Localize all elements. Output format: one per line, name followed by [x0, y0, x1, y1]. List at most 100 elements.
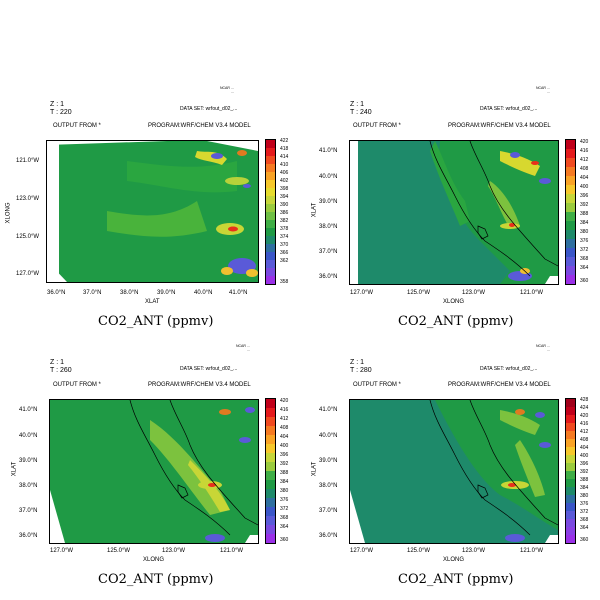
map-plot	[46, 140, 259, 283]
colorbar-label: 420	[580, 139, 589, 145]
colorbar-label: 380	[280, 488, 289, 494]
colorbar-label: 420	[580, 413, 589, 419]
y-tick: 36.0°N	[319, 274, 338, 280]
data-set-label: DATA SET: wrfout_d02_...	[480, 366, 538, 372]
y-tick: 37.0°N	[319, 508, 338, 514]
colorbar-label: 368	[580, 256, 589, 262]
x-tick: 125.0°W	[107, 548, 131, 554]
colorbar-label: 428	[580, 397, 589, 403]
t-label: T : 260	[50, 367, 72, 374]
colorbar-label: 424	[580, 405, 589, 411]
output-from-label: OUTPUT FROM *	[353, 123, 401, 129]
colorbar-label: 384	[580, 485, 589, 491]
y-axis-label: XLAT	[311, 202, 318, 218]
y-tick: 38.0°N	[19, 483, 38, 489]
x-tick: 38.0°N	[120, 290, 139, 296]
colorbar-label: 382	[280, 218, 289, 224]
data-set-label: DATA SET: wrfout_d02_...	[180, 106, 238, 112]
x-axis-label: XLAT	[145, 299, 160, 305]
colorbar	[565, 139, 576, 285]
y-tick: 41.0°N	[319, 407, 338, 413]
output-from-label: OUTPUT FROM *	[353, 382, 401, 388]
y-tick: 36.0°N	[19, 533, 38, 539]
map-plot	[349, 140, 559, 285]
y-axis-label: XLAT	[11, 461, 18, 477]
z-label: Z : 1	[50, 101, 65, 108]
colorbar-label: 396	[580, 461, 589, 467]
y-tick: 39.0°N	[19, 458, 38, 464]
colorbar-label: 384	[280, 479, 289, 485]
y-tick: 127.0°W	[16, 271, 40, 277]
z-label: Z : 1	[350, 359, 365, 366]
colorbar-label: 388	[280, 470, 289, 476]
colorbar-label: 402	[280, 178, 289, 184]
x-tick: 40.0°N	[194, 290, 213, 296]
y-tick: 40.0°N	[19, 433, 38, 439]
colorbar-label: 358	[280, 279, 289, 285]
map-plot	[349, 399, 559, 544]
colorbar-label: 370	[280, 242, 289, 248]
panel-title: CO2_ANT (ppmv)	[98, 572, 214, 587]
colorbar-label: 398	[280, 186, 289, 192]
colorbar-label: 386	[280, 210, 289, 216]
x-tick: 39.0°N	[157, 290, 176, 296]
colorbar-label: 404	[580, 175, 589, 181]
colorbar-label: 414	[280, 154, 289, 160]
colorbar-label: 372	[280, 506, 289, 512]
colorbar-label: 364	[580, 265, 589, 271]
colorbar-label: 392	[580, 202, 589, 208]
colorbar-label: 380	[580, 229, 589, 235]
colorbar-label: 388	[580, 477, 589, 483]
header-meta-text: NCAR ... ...	[220, 86, 234, 94]
colorbar-label: 364	[580, 525, 589, 531]
colorbar-label: 406	[280, 170, 289, 176]
colorbar-label: 400	[580, 453, 589, 459]
concentration-field	[47, 141, 258, 282]
y-axis-label: XLONG	[5, 202, 12, 224]
colorbar-label: 372	[580, 247, 589, 253]
y-tick: 39.0°N	[319, 458, 338, 464]
colorbar-label: 408	[580, 437, 589, 443]
t-label: T : 220	[50, 109, 72, 116]
y-tick: 121.0°W	[16, 158, 40, 164]
colorbar-label: 418	[280, 146, 289, 152]
panel-t280: NCAR ... ... Z : 1 T : 280 DATA SET: wrf…	[300, 300, 600, 600]
colorbar-label: 376	[580, 501, 589, 507]
colorbar-label: 404	[580, 445, 589, 451]
y-tick: 123.0°W	[16, 196, 40, 202]
y-tick: 125.0°W	[16, 234, 40, 240]
output-from-label: OUTPUT FROM *	[53, 382, 101, 388]
colorbar-label: 412	[580, 429, 589, 435]
colorbar-label: 368	[280, 515, 289, 521]
colorbar-label: 392	[280, 461, 289, 467]
colorbar-label: 388	[580, 211, 589, 217]
header-meta-text: NCAR ... ...	[536, 344, 550, 352]
y-tick: 37.0°N	[319, 249, 338, 255]
x-tick: 41.0°N	[229, 290, 248, 296]
colorbar-label: 366	[280, 250, 289, 256]
colorbar-label: 360	[580, 278, 589, 284]
y-tick: 38.0°N	[319, 483, 338, 489]
x-tick: 121.0°W	[220, 548, 244, 554]
y-tick: 40.0°N	[319, 174, 338, 180]
colorbar-label: 374	[280, 234, 289, 240]
colorbar-label: 376	[280, 497, 289, 503]
panel-title: CO2_ANT (ppmv)	[98, 314, 214, 329]
colorbar-label: 412	[280, 416, 289, 422]
y-tick: 39.0°N	[319, 199, 338, 205]
t-label: T : 240	[350, 109, 372, 116]
colorbar-label: 390	[280, 202, 289, 208]
x-tick: 127.0°W	[50, 548, 74, 554]
concentration-field	[50, 400, 258, 543]
colorbar-label: 416	[580, 421, 589, 427]
colorbar-label: 408	[280, 425, 289, 431]
colorbar-label: 364	[280, 524, 289, 530]
x-axis-label: XLONG	[443, 299, 465, 305]
x-tick: 37.0°N	[83, 290, 102, 296]
t-label: T : 280	[350, 367, 372, 374]
data-set-label: DATA SET: wrfout_d02_...	[180, 366, 238, 372]
colorbar-label: 400	[280, 443, 289, 449]
x-tick: 123.0°W	[462, 290, 486, 296]
program-label: PROGRAM:WRF/CHEM V3.4 MODEL	[148, 382, 251, 388]
colorbar-label: 378	[280, 226, 289, 232]
